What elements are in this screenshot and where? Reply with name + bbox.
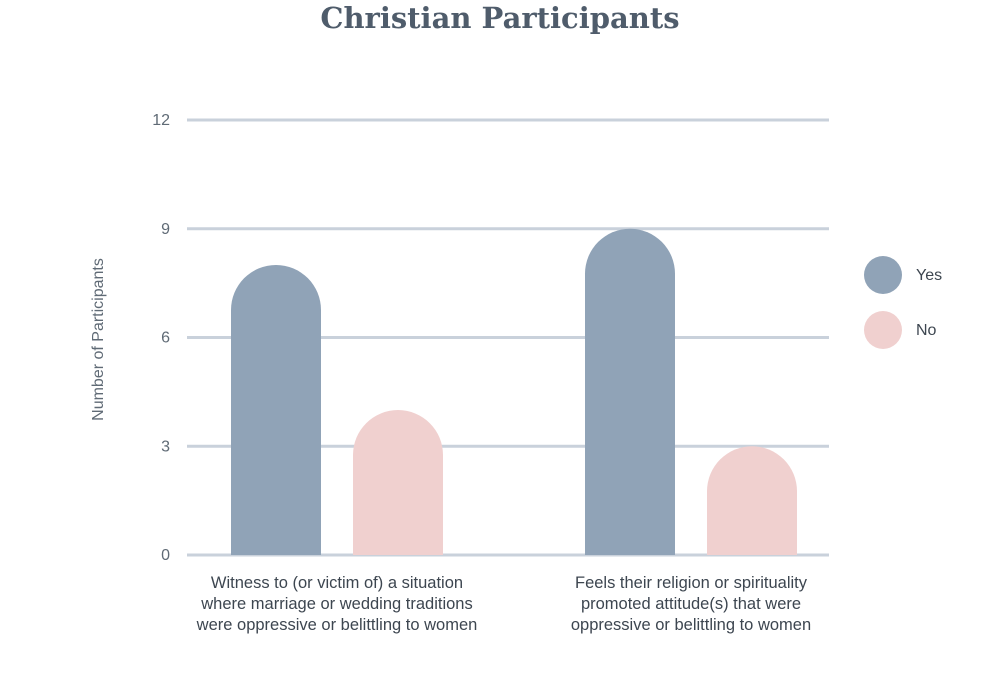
y-axis-label: Number of Participants xyxy=(90,258,107,421)
legend-swatch-yes xyxy=(864,256,902,294)
bar-yes-1 xyxy=(231,265,321,555)
y-tick-label-6: 6 xyxy=(161,330,170,347)
legend-swatch-no xyxy=(864,311,902,349)
legend-label-no: No xyxy=(916,322,937,339)
bar-yes-2 xyxy=(585,228,675,555)
y-tick-label-3: 3 xyxy=(161,438,170,455)
legend-label-yes: Yes xyxy=(916,267,942,284)
bar-no-1 xyxy=(353,410,443,555)
bar-no-2 xyxy=(707,446,797,555)
y-tick-label-12: 12 xyxy=(152,112,170,129)
y-tick-label-0: 0 xyxy=(161,547,170,564)
chart-title: Christian Participants xyxy=(320,1,680,35)
category-label-1: Witness to (or victim of) a situation whe… xyxy=(196,574,478,634)
category-label-2: Feels their religion or spirituality prom… xyxy=(571,574,811,634)
y-tick-label-9: 9 xyxy=(161,221,170,238)
